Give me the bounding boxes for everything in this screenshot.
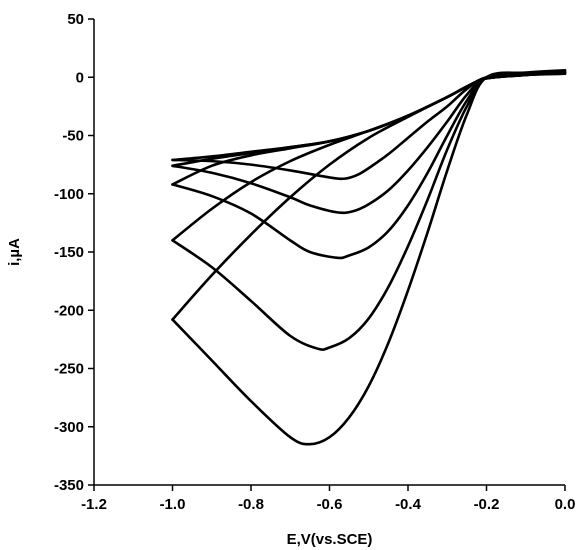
cv-cycle-2-forward-scan: [171, 71, 567, 215]
cv-cycle-4-forward-scan: [171, 70, 567, 351]
x-tick-label: -0.2: [474, 496, 500, 513]
series: [171, 68, 567, 446]
cv-cycle-2: [171, 71, 567, 215]
x-tick-label: 0.0: [555, 496, 576, 513]
x-tick-label: -0.6: [317, 496, 343, 513]
cv-cycle-1-reverse-scan: [171, 72, 567, 162]
y-tick-label: 0: [76, 69, 84, 86]
x-tick-label: -0.8: [238, 496, 264, 513]
x-tick-label: -0.4: [395, 496, 422, 513]
y-tick-label: 50: [67, 11, 84, 28]
x-axis-title: E,V(vs.SCE): [287, 531, 373, 548]
cv-cycle-3-forward-scan: [171, 71, 567, 260]
cv-cycle-1: [171, 72, 567, 181]
y-tick-label: -200: [54, 302, 84, 319]
y-axis-title: i,µA: [6, 238, 23, 266]
cv-cycle-5-forward-scan: [171, 68, 567, 446]
y-tick-label: -250: [54, 361, 84, 378]
cv-cycle-4: [171, 70, 567, 351]
y-tick-label: -50: [62, 128, 84, 145]
axes: [93, 19, 565, 486]
y-tick-label: -150: [54, 244, 84, 261]
cv-cycle-2-reverse-scan: [171, 71, 567, 168]
x-tick-label: -1.2: [81, 496, 107, 513]
ticks: 50 0 -50 -100 -150 -200 -250 -300 -350 -1.2 -1.0 -0…: [54, 11, 575, 513]
cv-cycle-5-reverse-scan: [171, 68, 567, 321]
cv-cycle-5: [171, 68, 567, 446]
y-tick-label: -350: [54, 477, 84, 494]
x-tick-label: -1.0: [160, 496, 186, 513]
y-tick-label: -300: [54, 419, 84, 436]
cv-cycle-1-forward-scan: [171, 72, 567, 181]
cv-cycle-3: [171, 71, 567, 260]
y-tick-label: -100: [54, 186, 84, 203]
